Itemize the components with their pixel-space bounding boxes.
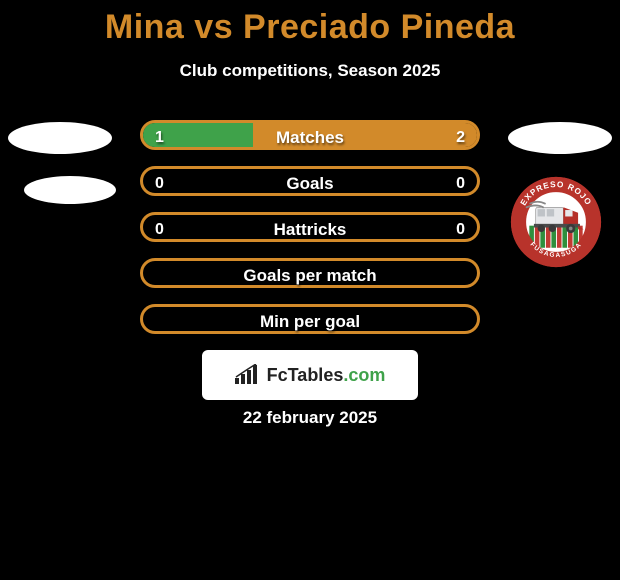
stat-value-left: 0 xyxy=(155,215,164,245)
stat-rows-container: Matches12Goals00Hattricks00Goals per mat… xyxy=(0,120,620,350)
fctables-logo: FcTables.com xyxy=(202,350,418,400)
bar-chart-icon xyxy=(235,364,261,386)
stat-row: Min per goal xyxy=(140,304,480,334)
stat-label: Matches xyxy=(143,123,477,153)
infographic-date: 22 february 2025 xyxy=(0,408,620,428)
stat-row: Goals per match xyxy=(140,258,480,288)
logo-brand: FcTables xyxy=(267,365,344,385)
stat-label: Goals per match xyxy=(143,261,477,291)
infographic-root: Mina vs Preciado Pineda Club competition… xyxy=(0,0,620,580)
stat-row: Matches1 2 xyxy=(140,120,480,150)
page-title: Mina vs Preciado Pineda xyxy=(0,0,620,47)
stat-row: Goals0 0 xyxy=(140,166,480,196)
stat-label: Goals xyxy=(143,169,477,199)
stat-value-left: 0 xyxy=(155,169,164,199)
stat-label: Min per goal xyxy=(143,307,477,337)
logo-suffix: .com xyxy=(343,365,385,385)
stat-value-right: 2 xyxy=(456,123,465,153)
stat-row: Hattricks0 0 xyxy=(140,212,480,242)
stat-value-left: 1 xyxy=(155,123,164,153)
stat-value-right: 0 xyxy=(456,169,465,199)
page-subtitle: Club competitions, Season 2025 xyxy=(0,61,620,81)
stat-label: Hattricks xyxy=(143,215,477,245)
stat-value-right: 0 xyxy=(456,215,465,245)
